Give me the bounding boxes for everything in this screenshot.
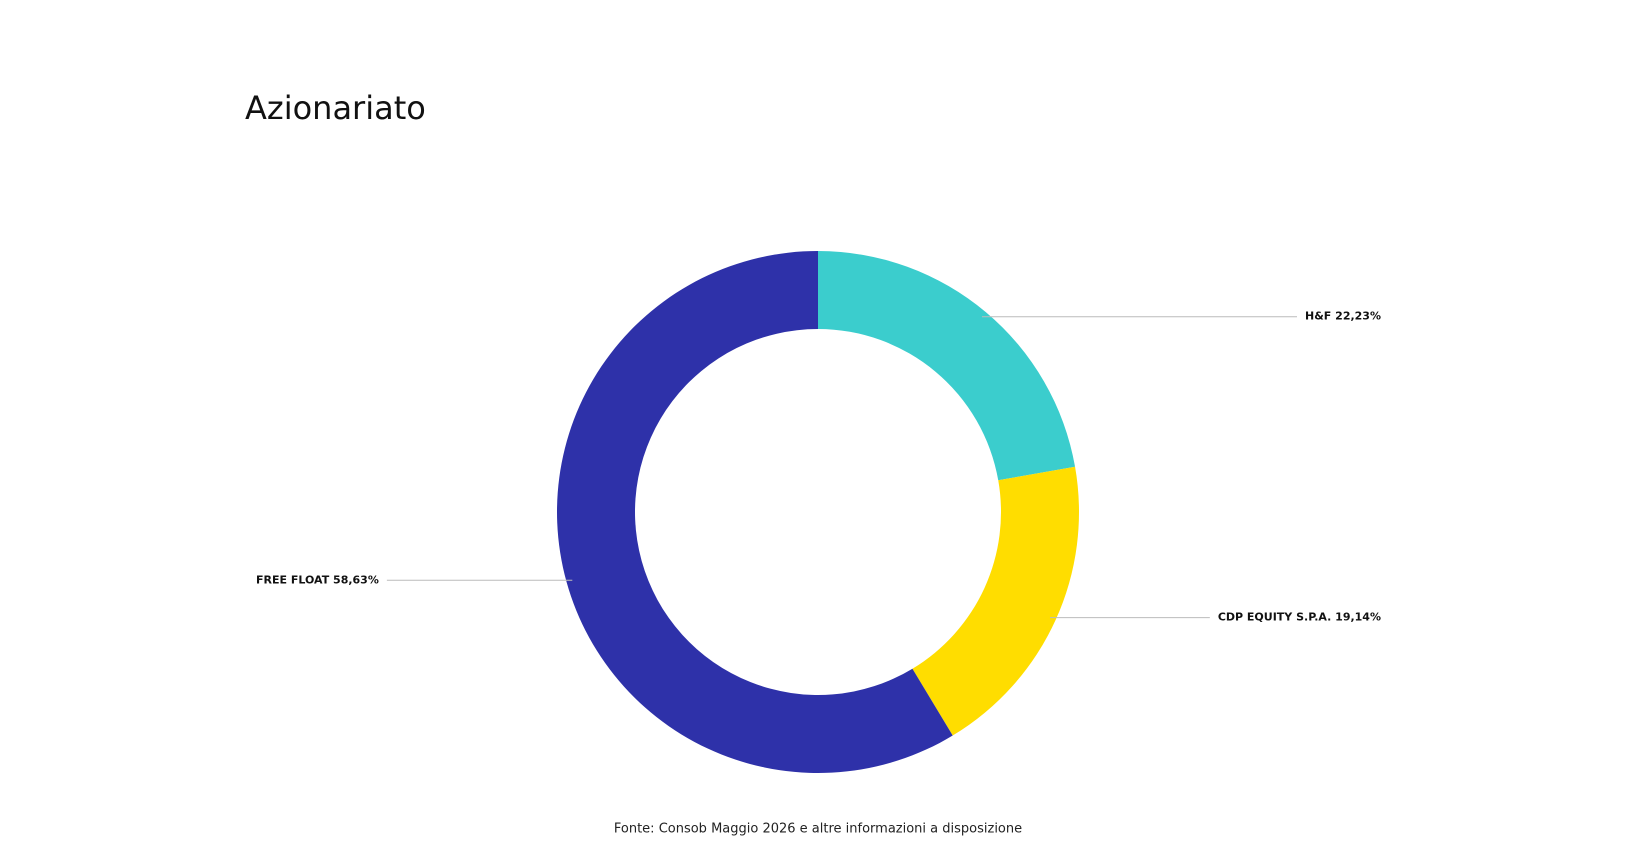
slice-value: 22,23% [1335,310,1381,323]
donut-slice [818,251,1076,481]
donut-slice [556,250,953,773]
source-note: Fonte: Consob Maggio 2026 e altre inform… [614,822,1022,837]
slice-label: CDP EQUITY S.P.A. 19,14% [1218,611,1381,624]
donut-slice [912,466,1079,736]
slice-name: H&F [1305,310,1331,323]
chart-title: Azionariato [245,89,426,127]
slice-label: H&F 22,23% [1305,310,1381,323]
slice-value: 58,63% [333,573,379,586]
slice-name: FREE FLOAT [256,573,330,586]
slice-name: CDP EQUITY S.P.A. [1218,611,1332,624]
slice-label: FREE FLOAT 58,63% [256,573,379,586]
slice-value: 19,14% [1335,611,1381,624]
